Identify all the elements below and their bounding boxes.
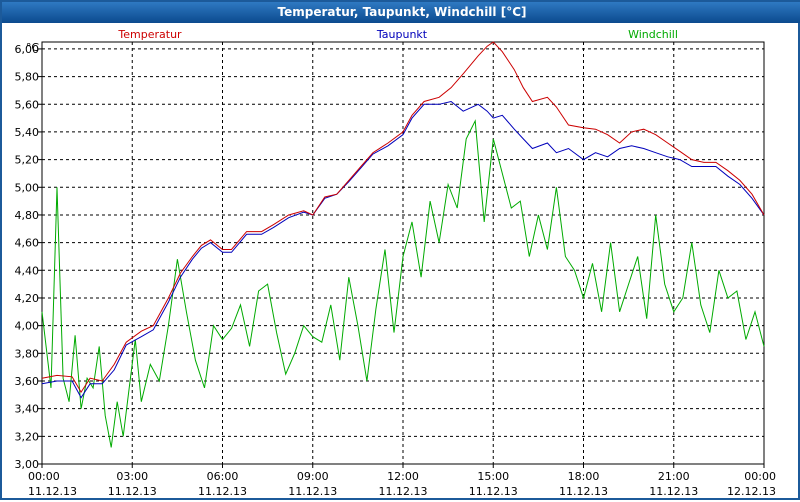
series-taupunkt-line: [41, 100, 765, 399]
x-tick-time-label: 12:00: [387, 470, 419, 483]
y-tick-label: 4,20: [15, 292, 40, 305]
x-tick-time-label: 03:00: [116, 470, 148, 483]
x-tick-time-label: 21:00: [658, 470, 690, 483]
legend-temperatur: Temperatur: [117, 28, 182, 41]
y-tick-label: 3,40: [15, 403, 40, 416]
y-tick-label: 4,40: [15, 264, 40, 277]
y-tick-label: 3,00: [15, 458, 40, 471]
y-tick-label: 5,40: [15, 126, 40, 139]
x-tick-time-label: 06:00: [207, 470, 239, 483]
series-windchill-line: [41, 119, 765, 448]
x-tick-date-label: 11.12.13: [559, 485, 608, 498]
y-tick-label: 6,00: [15, 43, 40, 56]
y-tick-label: 5,60: [15, 98, 40, 111]
x-tick-date-label: 11.12.13: [108, 485, 157, 498]
x-tick-time-label: 15:00: [477, 470, 509, 483]
y-tick-label: 4,60: [15, 237, 40, 250]
y-tick-label: 5,00: [15, 181, 40, 194]
x-tick-time-label: 18:00: [568, 470, 600, 483]
y-tick-label: 4,80: [15, 209, 40, 222]
y-tick-label: 4,00: [15, 320, 40, 333]
x-tick-date-label: 12.12.13: [727, 485, 776, 498]
x-tick-date-label: 11.12.13: [198, 485, 247, 498]
y-tick-label: 5,80: [15, 71, 40, 84]
x-tick-date-label: 11.12.13: [379, 485, 428, 498]
x-tick-date-label: 11.12.13: [288, 485, 337, 498]
legend-windchill: Windchill: [628, 28, 678, 41]
y-tick-label: 3,60: [15, 375, 40, 388]
x-tick-time-label: 09:00: [297, 470, 329, 483]
y-tick-label: 3,80: [15, 347, 40, 360]
y-tick-label: 5,20: [15, 154, 40, 167]
y-unit-label: °C: [26, 41, 40, 54]
x-tick-time-label: 00:00: [744, 470, 776, 483]
x-tick-date-label: 11.12.13: [28, 485, 77, 498]
y-tick-label: 3,20: [15, 430, 40, 443]
series-temperatur-line: [41, 41, 765, 394]
x-tick-date-label: 11.12.13: [469, 485, 518, 498]
x-tick-date-label: 11.12.13: [649, 485, 698, 498]
legend-taupunkt: Taupunkt: [376, 28, 428, 41]
x-tick-time-label: 00:00: [28, 470, 60, 483]
chart-title: Temperatur, Taupunkt, Windchill [°C]: [2, 2, 800, 23]
